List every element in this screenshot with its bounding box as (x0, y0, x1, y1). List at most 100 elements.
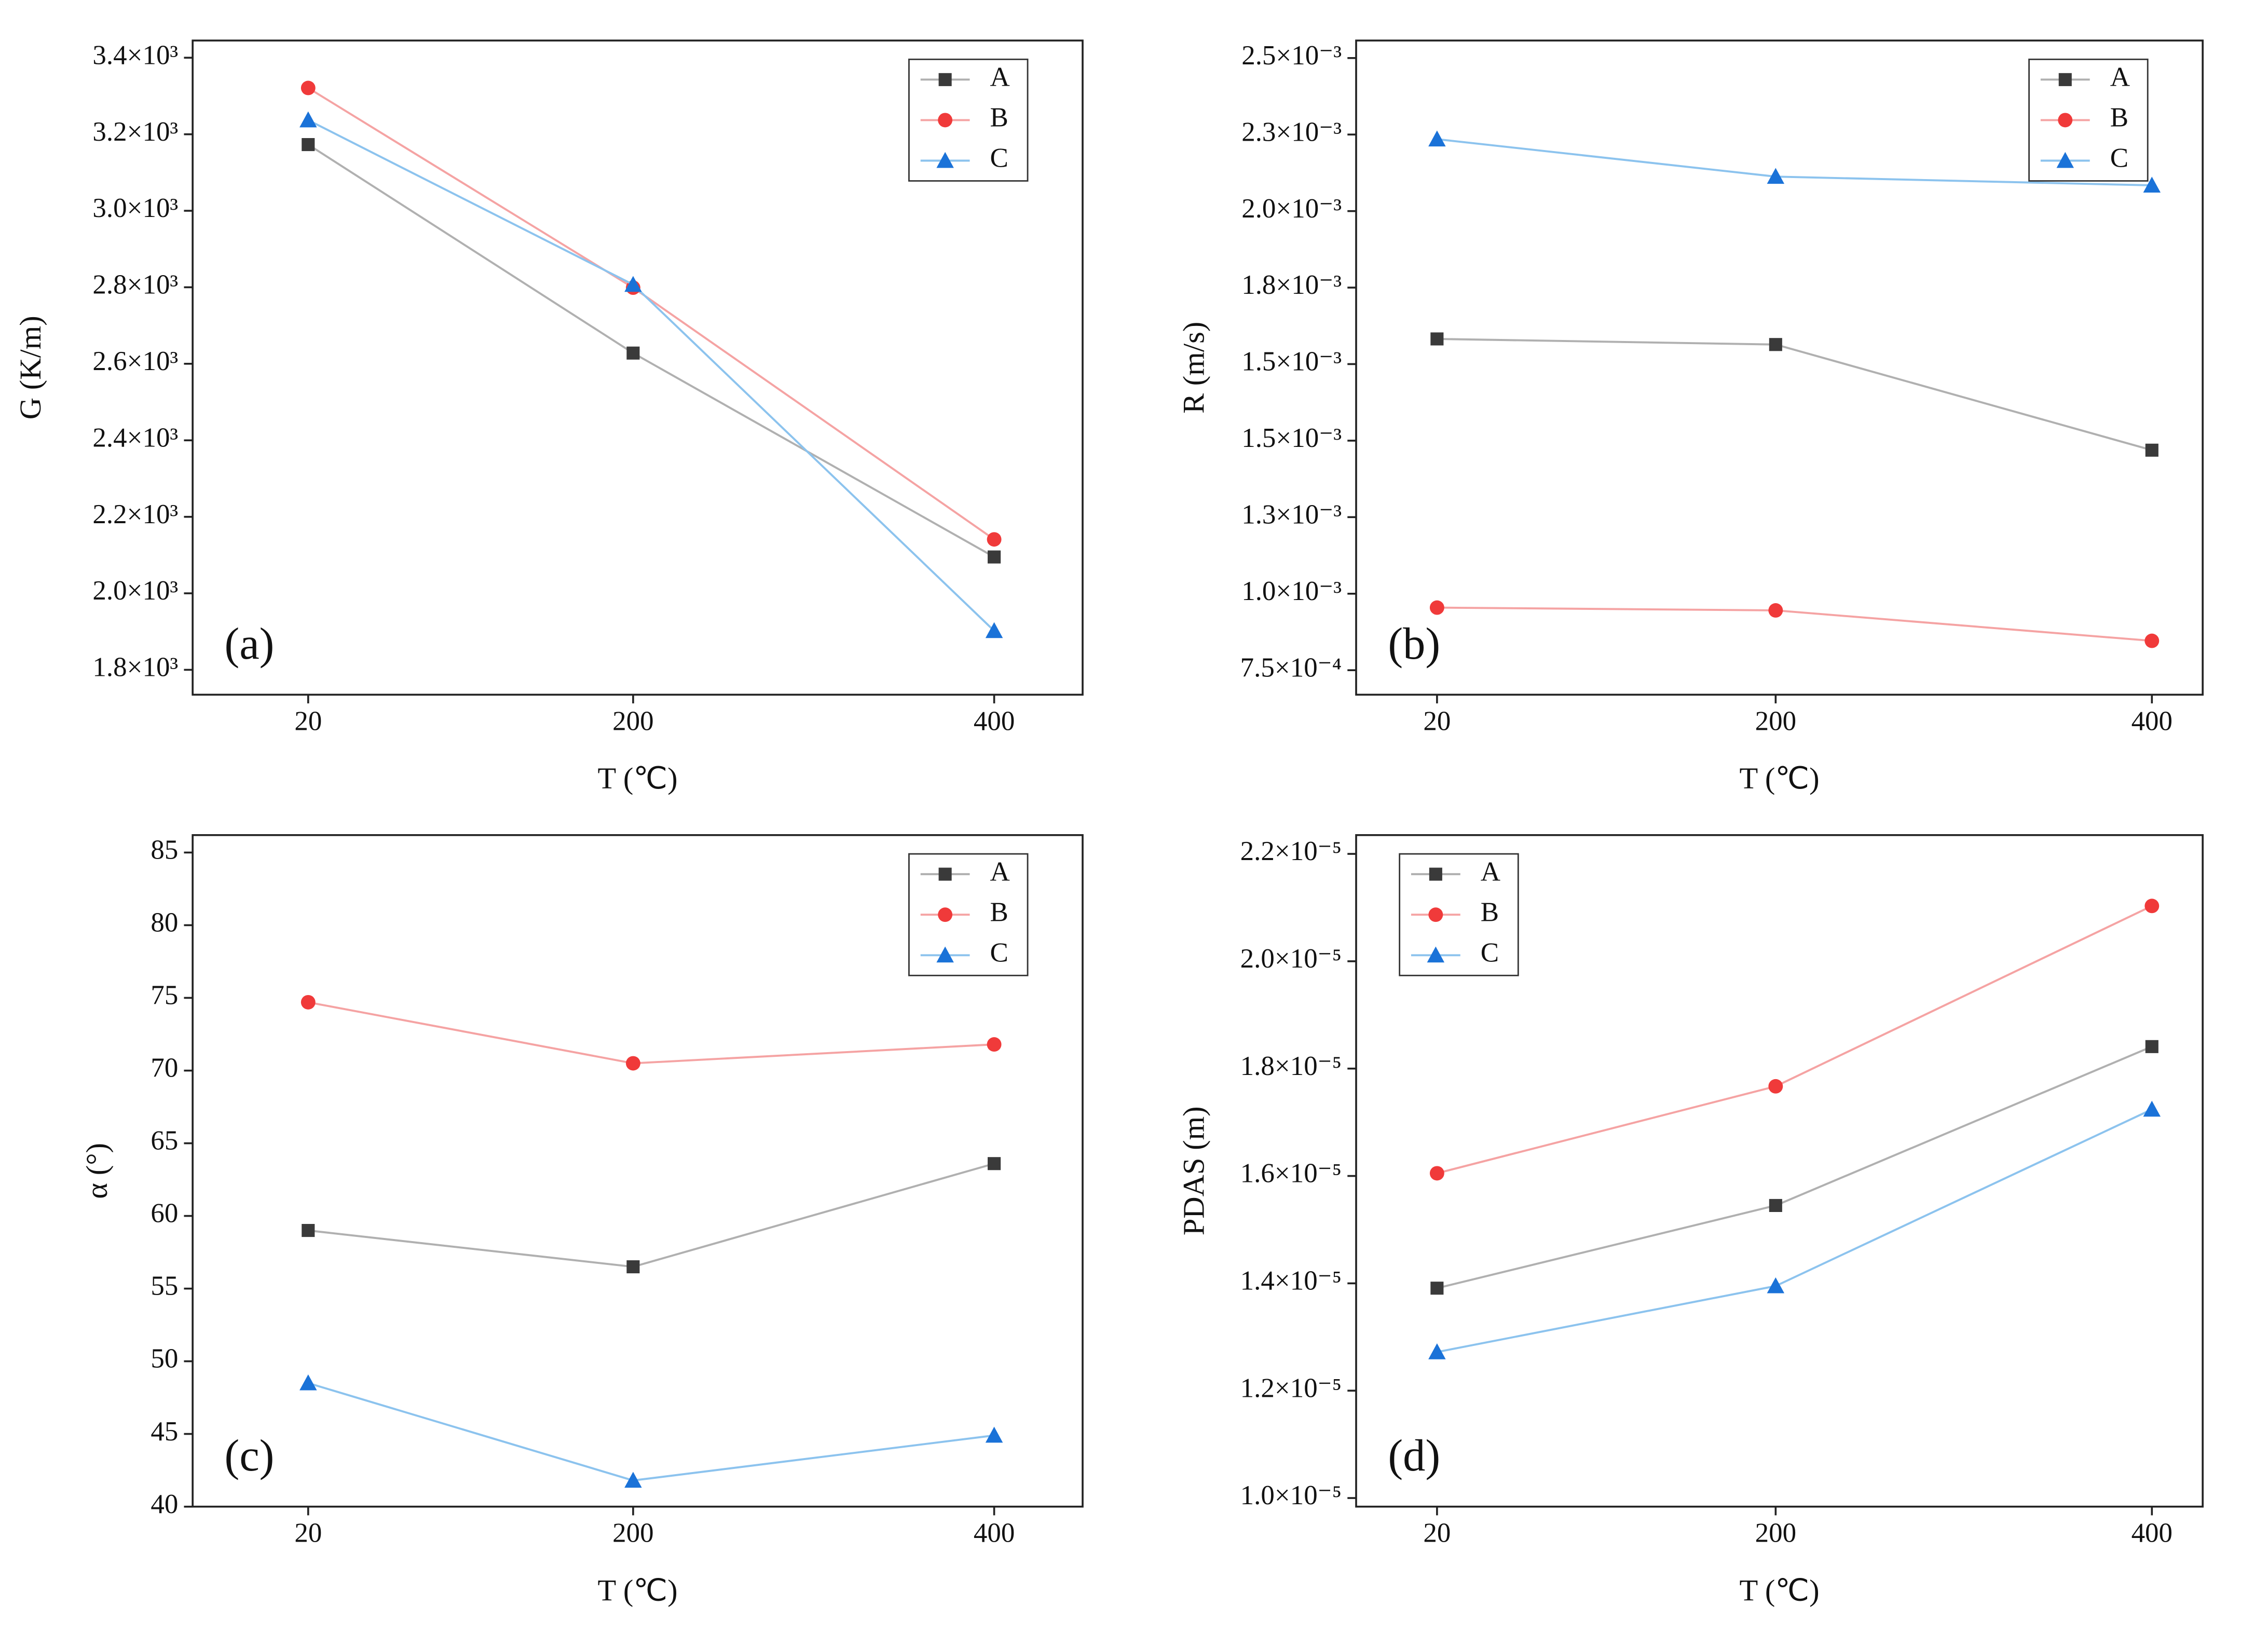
plot-frame (192, 39, 1084, 696)
x-axis-label: T (℃) (598, 1573, 678, 1607)
x-tick-label: 200 (612, 706, 653, 736)
marker (624, 1472, 642, 1488)
marker (625, 1056, 640, 1071)
y-tick-label: 1.0×10⁻³ (1241, 576, 1342, 606)
marker (302, 138, 315, 152)
y-tick-label: 1.5×10⁻³ (1241, 347, 1342, 377)
x-tick-label: 400 (974, 706, 1015, 736)
series-line (307, 119, 995, 632)
y-axis-label: α (°) (80, 1143, 114, 1199)
marker (1769, 1199, 1782, 1212)
y-tick-label: 2.0×10⁻⁵ (1240, 944, 1342, 974)
marker (1768, 1079, 1783, 1094)
legend-marker (938, 907, 953, 922)
legend-marker (1428, 907, 1443, 922)
marker (1429, 600, 1444, 615)
y-tick-label: 1.2×10⁻⁵ (1240, 1373, 1342, 1403)
legend-marker (2056, 152, 2074, 168)
legend-label: B (2110, 103, 2128, 133)
marker (1769, 338, 1782, 351)
y-tick-label: 70 (151, 1053, 178, 1083)
marker (1428, 130, 1446, 147)
y-tick-label: 40 (151, 1489, 178, 1519)
legend-marker (936, 946, 954, 963)
marker (2144, 898, 2160, 914)
x-tick-label: 400 (2132, 1518, 2173, 1548)
series-line (1437, 1045, 2153, 1289)
series-line (307, 143, 995, 558)
panel-label: (d) (1388, 1431, 1440, 1480)
legend-label: B (990, 897, 1008, 927)
legend-marker (2058, 73, 2072, 86)
legend-marker (2058, 113, 2073, 128)
marker (624, 276, 642, 292)
marker (626, 346, 640, 360)
y-tick-label: 50 (151, 1344, 178, 1374)
legend-marker (938, 113, 953, 128)
legend-label: C (990, 143, 1008, 173)
y-tick-label: 1.5×10⁻³ (1241, 423, 1342, 453)
marker (985, 1426, 1003, 1443)
y-tick-label: 3.4×10³ (92, 40, 178, 70)
plot-frame (1355, 834, 2204, 1508)
y-axis-label: PDAS (m) (1177, 1106, 1211, 1235)
plot-frame (1355, 39, 2204, 696)
series-line (1437, 338, 2152, 452)
x-axis-label: T (℃) (1740, 1573, 1820, 1607)
marker (302, 1224, 315, 1237)
x-tick-label: 400 (974, 1518, 1015, 1548)
y-axis-label: G (K/m) (13, 316, 47, 419)
y-axis-label: R (m/s) (1177, 322, 1211, 414)
marker (987, 1037, 1002, 1052)
y-tick-label: 2.0×10⁻³ (1241, 194, 1342, 224)
plot-frame (192, 834, 1084, 1508)
y-tick-label: 1.4×10⁻⁵ (1240, 1266, 1342, 1296)
y-tick-label: 2.8×10³ (92, 270, 178, 300)
y-tick-label: 2.4×10³ (92, 423, 178, 453)
legend-marker (938, 73, 952, 86)
y-tick-label: 2.2×10³ (92, 499, 178, 529)
x-axis-label: T (℃) (1740, 761, 1820, 795)
x-tick-label: 20 (1423, 1518, 1451, 1548)
marker (1429, 1166, 1444, 1181)
marker (299, 1374, 317, 1391)
y-tick-label: 7.5×10⁻⁴ (1240, 652, 1342, 683)
marker (988, 550, 1001, 564)
legend-label: A (990, 62, 1010, 92)
y-tick-label: 2.5×10⁻³ (1241, 40, 1342, 71)
legend-label: A (2110, 62, 2130, 92)
x-tick-label: 200 (612, 1518, 653, 1548)
marker (985, 622, 1003, 638)
legend-marker (936, 152, 954, 168)
y-tick-label: 1.6×10⁻⁵ (1240, 1159, 1342, 1189)
marker (1767, 1277, 1785, 1293)
marker (300, 995, 316, 1010)
marker (2143, 176, 2161, 193)
y-tick-label: 1.0×10⁻⁵ (1240, 1480, 1342, 1510)
series-line (308, 1162, 995, 1268)
x-tick-label: 400 (2132, 706, 2173, 736)
panel-label: (c) (225, 1431, 275, 1480)
y-tick-label: 2.3×10⁻³ (1241, 117, 1342, 147)
series-line (307, 87, 995, 540)
y-tick-label: 55 (151, 1271, 178, 1301)
y-tick-label: 65 (151, 1126, 178, 1156)
x-tick-label: 20 (294, 706, 322, 736)
legend-marker (1427, 946, 1445, 963)
legend-label: C (2110, 143, 2128, 173)
series-line (1437, 606, 2152, 642)
legend-label: B (1481, 897, 1499, 927)
marker (1430, 1282, 1444, 1295)
y-tick-label: 80 (151, 908, 178, 938)
legend-marker (1429, 867, 1442, 881)
x-axis-label: T (℃) (598, 761, 678, 795)
legend-marker (938, 867, 952, 881)
marker (300, 80, 316, 96)
panel-label: (b) (1388, 619, 1440, 669)
y-tick-label: 1.8×10³ (92, 652, 178, 683)
marker (1428, 1343, 1446, 1359)
marker (2145, 443, 2158, 457)
marker (1767, 168, 1785, 184)
